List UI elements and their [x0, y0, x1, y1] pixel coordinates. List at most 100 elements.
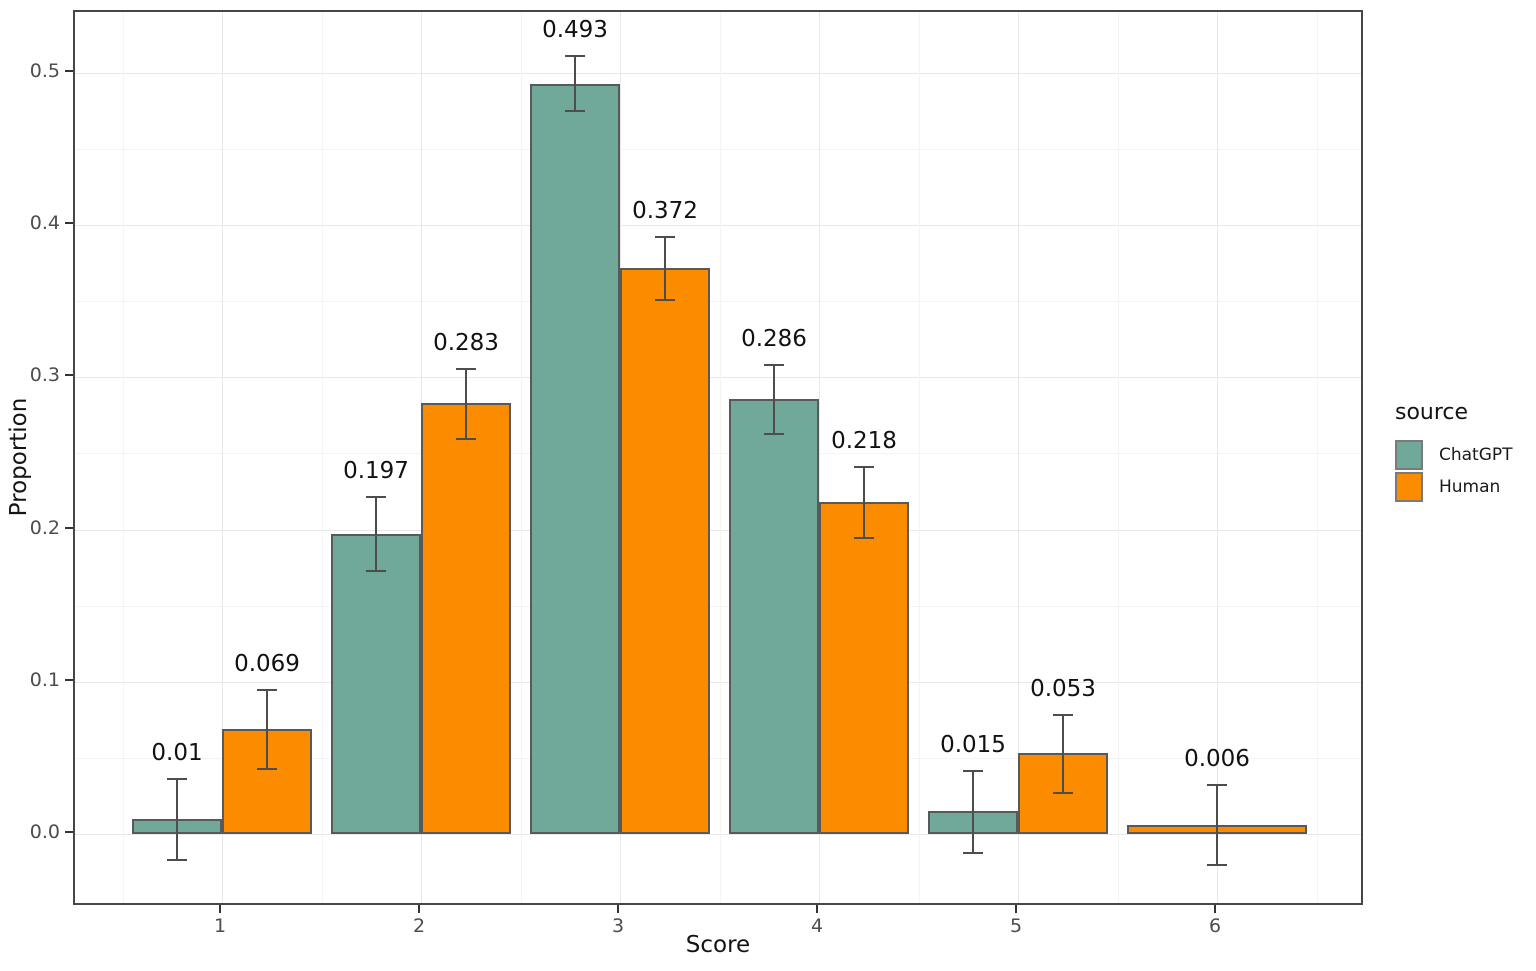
- x-axis-title: Score: [685, 932, 751, 958]
- gridline-minor-v: [122, 12, 124, 903]
- errorbar-cap-top: [366, 496, 386, 499]
- errorbar-cap-top: [456, 368, 476, 371]
- errorbar-cap-top: [854, 465, 874, 468]
- x-axis-tick-label: 3: [611, 915, 625, 937]
- errorbar-cap-top: [963, 770, 983, 772]
- gridline-minor-v: [719, 12, 721, 903]
- errorbar-line: [664, 235, 666, 302]
- bar-value-label: 0.286: [741, 325, 807, 352]
- errorbar-line: [773, 363, 775, 436]
- y-axis-tick: [65, 222, 73, 225]
- errorbar-cap-top: [565, 54, 585, 57]
- errorbar-cap-bottom: [257, 768, 277, 770]
- y-axis-tick-label: 0.1: [29, 668, 60, 691]
- errorbar-cap-top: [1207, 783, 1227, 786]
- y-axis-tick-label: 0.0: [29, 820, 60, 843]
- bar-value-label: 0.372: [632, 197, 698, 224]
- x-axis-tick-label: 1: [213, 915, 227, 937]
- errorbar-line: [863, 465, 865, 539]
- legend-entries: ChatGPT Human: [1395, 439, 1513, 503]
- gridline-minor-h: [75, 605, 1361, 607]
- gridline-major-h: [75, 681, 1361, 683]
- x-axis-tick: [418, 905, 420, 913]
- legend-entry-label: Human: [1439, 477, 1501, 497]
- gridline-minor-v: [918, 12, 920, 903]
- x-axis-tick-label: 5: [1009, 915, 1023, 937]
- bar-value-label: 0.015: [940, 732, 1006, 758]
- bar-human-score-2: [421, 403, 511, 834]
- x-axis-tick: [219, 905, 221, 913]
- x-axis-tick-label: 6: [1208, 915, 1222, 937]
- bar-human-score-4: [819, 502, 909, 834]
- errorbar-line: [574, 54, 576, 113]
- errorbar-line: [1062, 713, 1064, 795]
- gridline-minor-h: [75, 301, 1361, 303]
- gridline-major-h: [75, 529, 1361, 531]
- bar-chatgpt-score-3: [530, 83, 620, 834]
- errorbar-cap-bottom: [854, 536, 874, 539]
- gridline-minor-v: [1316, 12, 1318, 903]
- errorbar-cap-bottom: [963, 851, 983, 854]
- bar-chatgpt-score-2: [331, 534, 421, 834]
- legend-title: source: [1395, 400, 1469, 425]
- errorbar-cap-bottom: [655, 299, 675, 302]
- errorbar-cap-top: [257, 689, 277, 692]
- gridline-minor-h: [75, 453, 1361, 455]
- x-axis-tick-label: 4: [810, 915, 824, 937]
- errorbar-cap-bottom: [366, 570, 386, 573]
- bar-chatgpt-score-4: [729, 398, 819, 834]
- bar-value-label: 0.069: [234, 651, 300, 678]
- bar-value-label: 0.197: [343, 458, 409, 485]
- gridline-minor-v: [1117, 12, 1119, 903]
- errorbar-cap-bottom: [1053, 792, 1073, 795]
- gridline-minor-h: [75, 148, 1361, 150]
- legend-entry-human: Human: [1395, 471, 1513, 503]
- errorbar-line: [465, 368, 467, 440]
- plot-panel: 0.01 0.197 0.493 0.286 0.015 0.069 0.283 0.372 0…: [73, 10, 1363, 905]
- y-axis-tick: [65, 830, 73, 833]
- errorbar-cap-top: [655, 235, 675, 238]
- errorbar-cap-top: [1053, 713, 1073, 716]
- legend: source ChatGPT Human: [1395, 400, 1513, 503]
- errorbar-cap-bottom: [167, 859, 187, 862]
- errorbar-cap-top: [764, 363, 784, 366]
- errorbar-cap-bottom: [764, 433, 784, 436]
- y-axis-tick-label: 0.2: [29, 516, 60, 539]
- legend-key-swatch: [1395, 472, 1423, 502]
- errorbar-line: [176, 777, 178, 862]
- bar-value-label: 0.218: [831, 427, 897, 454]
- legend-entry-label: ChatGPT: [1439, 445, 1513, 465]
- errorbar-line: [375, 496, 377, 573]
- x-axis-tick-label: 2: [412, 915, 426, 937]
- errorbar-cap-bottom: [456, 437, 476, 440]
- legend-entry-chatgpt: ChatGPT: [1395, 439, 1513, 471]
- gridline-major-h: [75, 833, 1361, 835]
- gridline-minor-v: [520, 12, 522, 903]
- legend-key-swatch: [1395, 440, 1423, 470]
- errorbar-line: [266, 689, 268, 770]
- x-axis-tick: [816, 905, 818, 913]
- bar-value-label: 0.01: [151, 739, 203, 766]
- bar-human-score-3: [620, 267, 710, 834]
- x-axis-tick: [1214, 905, 1216, 913]
- y-axis-tick: [65, 374, 73, 377]
- errorbar-line: [1216, 783, 1218, 866]
- gridline-major-h: [75, 72, 1361, 74]
- bar-value-label: 0.053: [1030, 675, 1096, 702]
- gridline-major-h: [75, 377, 1361, 379]
- x-axis-tick: [1015, 905, 1017, 913]
- x-axis-tick: [617, 905, 619, 913]
- errorbar-cap-top: [167, 777, 187, 780]
- errorbar-cap-bottom: [565, 110, 585, 113]
- y-axis-tick: [65, 678, 73, 681]
- y-axis-tick-label: 0.4: [29, 212, 60, 235]
- bar-value-label: 0.283: [433, 330, 499, 357]
- y-axis-tick-label: 0.5: [29, 59, 60, 82]
- y-axis-tick: [65, 69, 73, 72]
- bar-value-label: 0.493: [542, 16, 608, 43]
- y-axis-title: Proportion: [6, 397, 32, 517]
- errorbar-line: [972, 770, 974, 854]
- errorbar-cap-bottom: [1207, 863, 1227, 866]
- bar-value-label: 0.006: [1184, 745, 1250, 772]
